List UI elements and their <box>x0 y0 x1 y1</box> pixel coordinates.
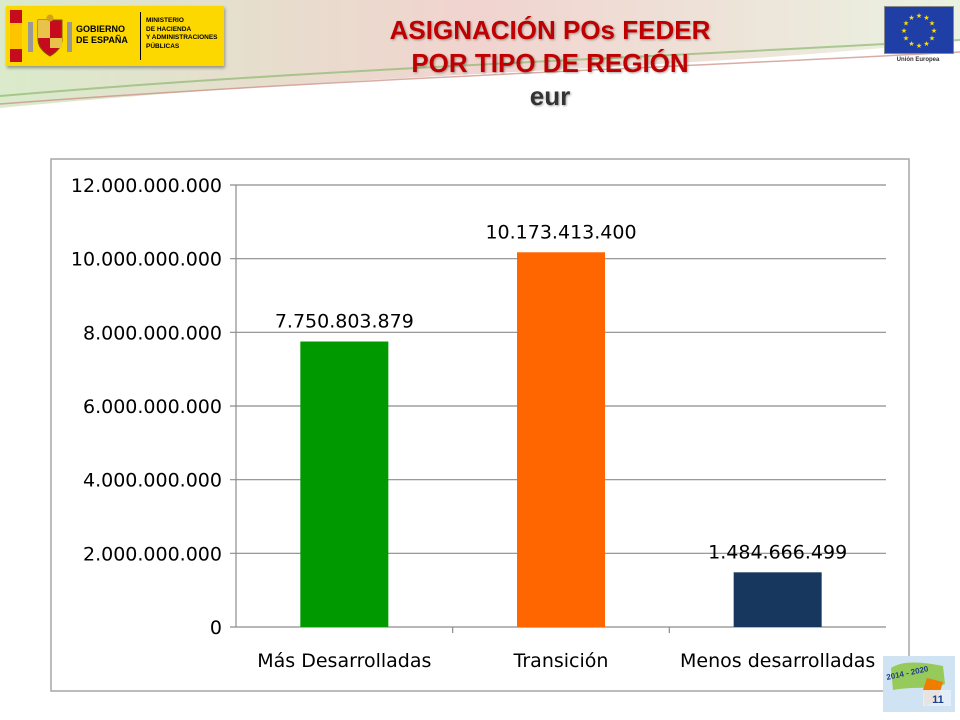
eu-star-icon: ★ <box>903 20 909 28</box>
title-line-2: POR TIPO DE REGIÓN <box>411 48 689 78</box>
programme-badge-icon: 2014 - 2020 <box>883 656 955 712</box>
y-tick-label: 2.000.000.000 <box>83 543 222 565</box>
y-axis: 0 2.000.000.000 4.000.000.000 6.000.000.000… <box>71 175 237 639</box>
x-category-label: Menos desarrolladas <box>680 650 875 672</box>
eu-star-icon: ★ <box>903 35 909 43</box>
y-tick-label: 0 <box>210 617 222 639</box>
spain-flag-icon <box>10 10 22 62</box>
eu-star-icon: ★ <box>908 40 914 48</box>
eu-star-icon: ★ <box>916 42 922 50</box>
slide-title: ASIGNACIÓN POs FEDER POR TIPO DE REGIÓN … <box>300 14 800 113</box>
coat-of-arms-icon <box>28 14 72 57</box>
gobierno-name: GOBIERNO DE ESPAÑA <box>76 24 128 45</box>
x-category-label: Más Desarrolladas <box>257 650 431 672</box>
eu-star-icon: ★ <box>929 20 935 28</box>
y-tick-label: 4.000.000.000 <box>83 470 222 492</box>
x-axis: Más Desarrolladas Transición Menos desarro… <box>257 627 875 672</box>
eu-star-icon: ★ <box>901 27 907 35</box>
bar <box>517 252 605 627</box>
eu-label: Unión Europea <box>896 57 940 63</box>
y-tick-label: 10.000.000.000 <box>71 249 222 271</box>
title-unit: eur <box>529 81 571 111</box>
y-tick-label: 6.000.000.000 <box>83 396 222 418</box>
eu-star-icon: ★ <box>923 14 929 22</box>
logo-divider <box>140 12 141 60</box>
eu-logo: ★ ★ ★ ★ ★ ★ ★ ★ ★ ★ ★ ★ Unión Europea <box>882 6 954 66</box>
y-tick-label: 12.000.000.000 <box>71 175 222 197</box>
x-category-label: Transición <box>513 650 609 672</box>
eu-star-icon: ★ <box>931 27 937 35</box>
background-swoosh <box>0 0 960 108</box>
bar <box>300 341 389 627</box>
page-number: 11 <box>932 694 944 706</box>
eu-star-icon: ★ <box>923 40 929 48</box>
data-labels: 7.750.803.879 10.173.413.400 1.484.666.499 <box>275 221 847 563</box>
bar-value-label: 7.750.803.879 <box>275 311 414 333</box>
title-line-1: ASIGNACIÓN POs FEDER <box>389 15 711 45</box>
gobierno-logo: GOBIERNO DE ESPAÑA MINISTERIO DE HACIEND… <box>6 6 224 66</box>
ministry-name: MINISTERIO DE HACIENDA Y ADMINISTRACIONE… <box>146 17 218 50</box>
y-tick-label: 8.000.000.000 <box>83 322 222 344</box>
eu-flag-icon: ★ ★★★★★★★★★★★ <box>884 6 954 54</box>
eu-star-icon: ★ <box>916 12 922 20</box>
bar-chart: 0 2.000.000.000 4.000.000.000 6.000.000.000… <box>50 158 910 692</box>
eu-star-icon: ★ <box>929 35 935 43</box>
bars <box>300 252 822 627</box>
bar <box>733 572 822 627</box>
bar-value-label: 10.173.413.400 <box>485 221 636 243</box>
eu-star-icon: ★ <box>908 14 914 22</box>
bar-value-label: 1.484.666.499 <box>708 541 847 563</box>
